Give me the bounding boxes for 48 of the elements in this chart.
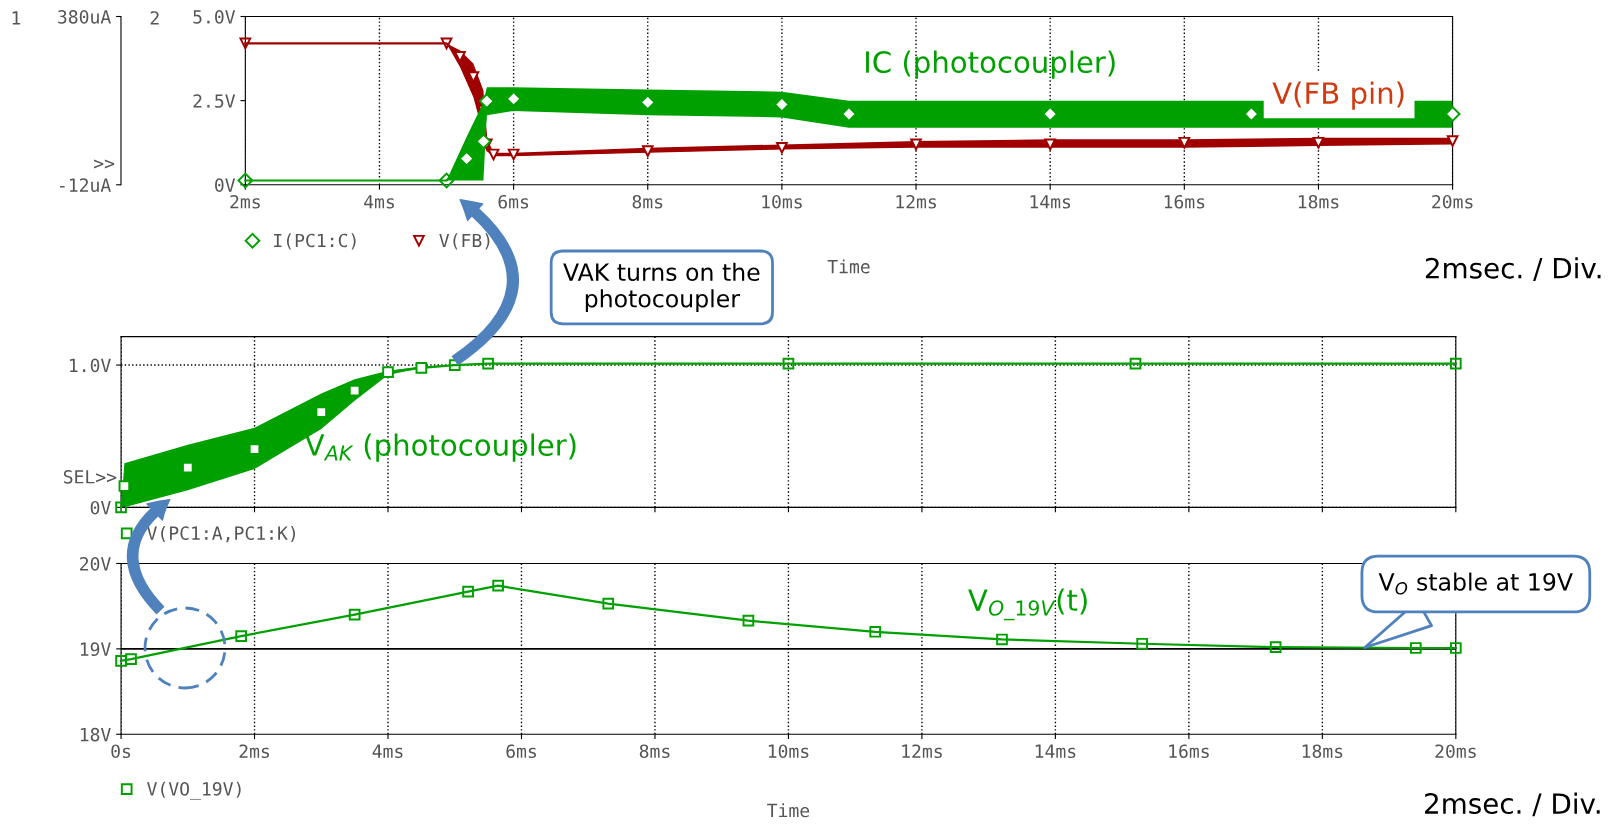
- x-tick-label: 4ms: [372, 744, 403, 759]
- legend-label: V(VO_19V): [147, 781, 241, 800]
- annotation: V$_{O_19V}$(t): [968, 588, 1087, 621]
- x-tick-label: 0s: [111, 744, 131, 759]
- y-tick-label: 0V: [215, 178, 236, 192]
- annotation: IC (photocoupler): [866, 50, 1115, 79]
- legend-label: V(FB): [439, 233, 490, 250]
- y-tick-label: 1.0V: [70, 358, 111, 373]
- x-tick-label: 12ms: [896, 194, 936, 209]
- x-axis-title: Time: [767, 803, 810, 818]
- annotation: V$_{O}$ stable at 19V: [1378, 572, 1573, 595]
- x-tick-label: 8ms: [632, 194, 663, 209]
- y-axis-title: 2: [150, 11, 159, 25]
- x-tick-label: 6ms: [498, 194, 529, 209]
- x-tick-label: 18ms: [1298, 194, 1339, 209]
- x-tick-label: 12ms: [902, 744, 942, 759]
- legend-label: V(PC1:A,PC1:K): [147, 526, 295, 543]
- text: 2msec. / Div.: [1425, 792, 1600, 817]
- annotation: V(FB pin): [1272, 81, 1404, 110]
- text: >>: [93, 159, 115, 169]
- x-tick-label: 20ms: [1432, 194, 1473, 209]
- x-tick-label: 14ms: [1030, 195, 1071, 209]
- x-tick-label: 2ms: [230, 194, 260, 209]
- text: VAK turns on the photocoupler: [563, 262, 760, 313]
- y2-tick-label: -12uA: [60, 178, 111, 192]
- x-tick-label: 20ms: [1435, 744, 1476, 759]
- x-tick-label: 2ms: [239, 744, 270, 759]
- text: 2msec. / Div.: [1425, 257, 1601, 281]
- legend-label: I(PC1:C): [274, 233, 356, 250]
- x-tick-label: 14ms: [1035, 744, 1076, 759]
- y2-axis-title: 1: [12, 11, 21, 25]
- x-tick-label: 18ms: [1302, 744, 1343, 759]
- y-tick-label: 20V: [80, 556, 111, 571]
- y-tick-label: 5.0V: [193, 10, 236, 24]
- y2-tick-label: 380uA: [58, 10, 111, 24]
- x-tick-label: 6ms: [506, 744, 536, 759]
- x-axis-title: Time: [827, 259, 870, 274]
- y-tick-label: 19V: [80, 642, 111, 657]
- x-tick-label: 16ms: [1164, 194, 1205, 209]
- y-tick-label: 0V: [90, 500, 111, 515]
- text: SEL>>: [63, 469, 117, 484]
- x-tick-label: 16ms: [1169, 744, 1209, 759]
- x-tick-label: 10ms: [762, 194, 802, 209]
- y-tick-label: 2.5V: [193, 94, 236, 108]
- x-tick-label: 4ms: [364, 195, 394, 209]
- x-tick-label: 10ms: [768, 744, 809, 759]
- y-tick-label: 18V: [80, 727, 111, 742]
- x-tick-label: 8ms: [639, 744, 670, 759]
